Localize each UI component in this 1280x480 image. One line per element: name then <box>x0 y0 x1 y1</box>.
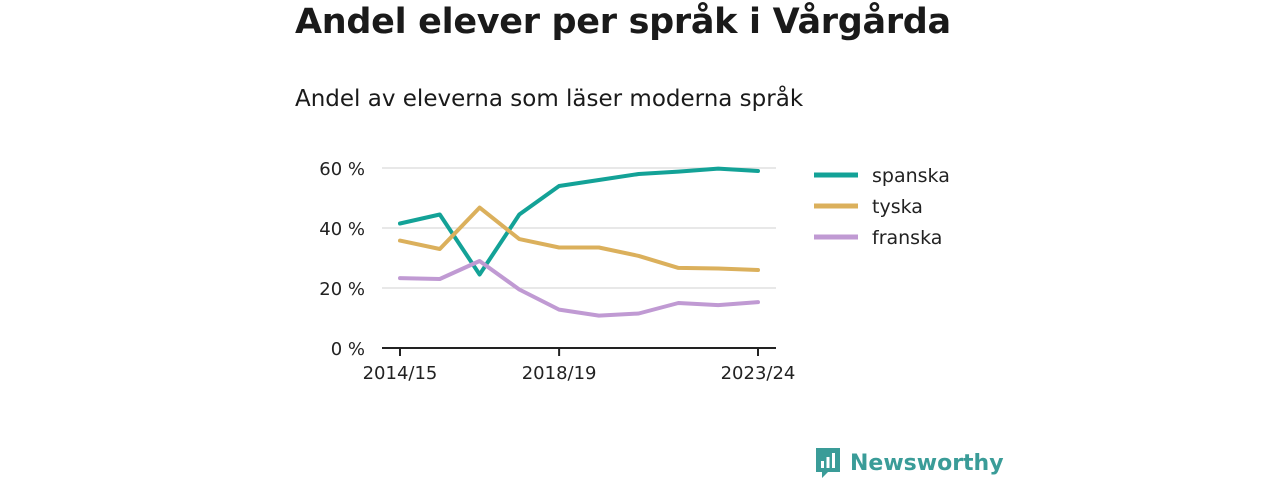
y-tick-label: 20 % <box>319 279 365 300</box>
y-tick-label: 60 % <box>319 159 365 180</box>
legend-label-tyska: tyska <box>872 196 923 218</box>
legend-label-spanska: spanska <box>872 165 950 187</box>
brand-logo: Newsworthy <box>814 446 1004 480</box>
x-tick-label: 2023/24 <box>721 363 796 384</box>
axis-layer: 0 % 20 % 40 % 60 % 2014/15 2018/19 2023/24 <box>319 159 795 384</box>
brand-name: Newsworthy <box>850 450 1004 476</box>
newsworthy-logo-icon <box>816 448 840 478</box>
chart-subtitle: Andel av eleverna som läser moderna språ… <box>295 86 804 112</box>
legend-label-franska: franska <box>872 227 942 249</box>
series-layer <box>398 166 760 318</box>
legend: spanska tyska franska <box>814 165 950 249</box>
series-line-spanska <box>398 166 760 277</box>
y-tick-label: 0 % <box>331 339 365 360</box>
series-line-tyska <box>398 205 760 272</box>
series-line-franska <box>398 259 760 318</box>
y-tick-label: 40 % <box>319 219 365 240</box>
x-tick-label: 2014/15 <box>363 363 438 384</box>
chart-title: Andel elever per språk i Vårgårda <box>295 2 951 42</box>
x-tick-label: 2018/19 <box>522 363 597 384</box>
